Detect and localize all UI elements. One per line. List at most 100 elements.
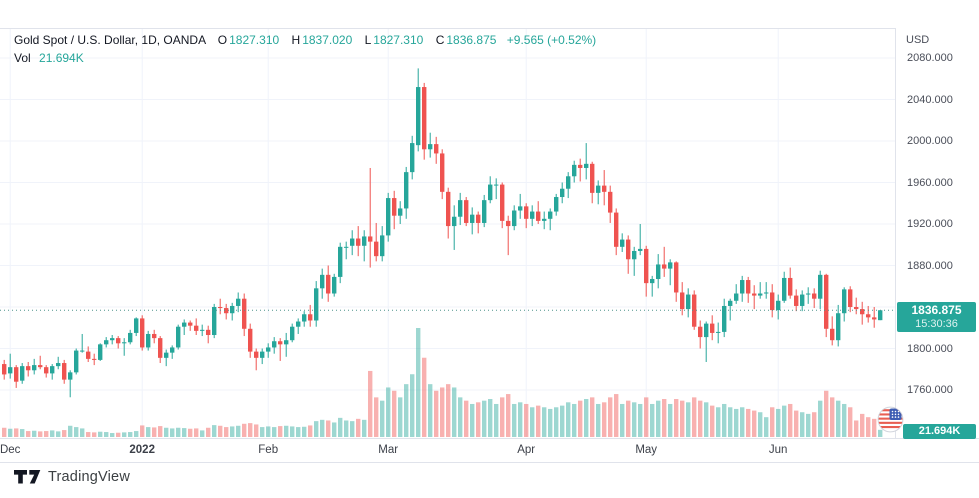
volume-bar bbox=[320, 419, 325, 437]
volume-bar bbox=[620, 403, 625, 437]
candle-body bbox=[2, 364, 7, 375]
volume-bar bbox=[290, 426, 295, 437]
volume-bar bbox=[746, 408, 751, 437]
volume-bar bbox=[212, 425, 217, 437]
volume-bar bbox=[800, 412, 805, 437]
volume-bar bbox=[806, 413, 811, 437]
chart-top-border bbox=[0, 28, 979, 29]
volume-bar bbox=[38, 431, 43, 437]
volume-bar bbox=[368, 370, 373, 437]
volume-bar bbox=[74, 427, 79, 437]
volume-bar bbox=[848, 407, 853, 437]
candle-body bbox=[14, 367, 19, 382]
volume-bar bbox=[590, 397, 595, 437]
volume-bar bbox=[626, 400, 631, 437]
currency-label: USD bbox=[906, 34, 930, 46]
candle-body bbox=[698, 326, 703, 338]
candle-body bbox=[542, 218, 547, 221]
volume-bar bbox=[728, 407, 733, 437]
volume-bar bbox=[494, 403, 499, 437]
price-tick-label: 1800.000 bbox=[907, 342, 953, 355]
candle-body bbox=[866, 314, 871, 318]
candle-body bbox=[566, 176, 571, 189]
volume-bar bbox=[878, 429, 883, 437]
volume-bar bbox=[68, 425, 73, 437]
candle-body bbox=[176, 326, 181, 348]
price-axis[interactable]: 2080.000 2040.000 2000.000 1960.000 1920.000… bbox=[895, 28, 979, 461]
tradingview-branding[interactable]: TradingView bbox=[14, 469, 130, 485]
volume-bar bbox=[416, 328, 421, 437]
volume-bar bbox=[56, 431, 61, 437]
candle-body bbox=[380, 235, 385, 257]
volume-bar bbox=[8, 428, 13, 437]
volume-bar bbox=[128, 432, 133, 437]
candle-body bbox=[752, 293, 757, 296]
candle-body bbox=[770, 292, 775, 311]
volume-bar bbox=[14, 428, 19, 437]
volume-bar bbox=[116, 432, 121, 437]
candle-body bbox=[212, 307, 217, 336]
volume-bar bbox=[698, 400, 703, 437]
volume-bar bbox=[722, 403, 727, 437]
candle-body bbox=[608, 191, 613, 213]
open-value: 1827.310 bbox=[229, 33, 280, 47]
candle-body bbox=[278, 341, 283, 345]
time-axis[interactable]: Dec 2022 Feb Mar Apr May Jun bbox=[0, 438, 979, 463]
volume-bar bbox=[176, 427, 181, 437]
candle-body bbox=[350, 238, 355, 246]
candle-body bbox=[614, 212, 619, 247]
candle-body bbox=[146, 333, 151, 348]
volume-bar bbox=[794, 410, 799, 437]
symbol-title[interactable]: Gold Spot / U.S. Dollar, 1D, OANDA bbox=[14, 33, 206, 47]
candle-body bbox=[134, 318, 139, 333]
volume-bar bbox=[818, 400, 823, 437]
volume-bar bbox=[32, 430, 37, 437]
volume-bar bbox=[356, 418, 361, 437]
volume-bar bbox=[350, 421, 355, 437]
candle-body bbox=[638, 248, 643, 251]
candle-body bbox=[320, 274, 325, 289]
volume-bar bbox=[758, 412, 763, 437]
candle-body bbox=[854, 307, 859, 310]
volume-bar bbox=[710, 405, 715, 437]
candle-body bbox=[86, 351, 91, 359]
volume-bar bbox=[500, 397, 505, 437]
candle-body bbox=[842, 289, 847, 314]
candle-body bbox=[848, 289, 853, 307]
candle-body bbox=[590, 163, 595, 193]
volume-bar bbox=[326, 420, 331, 437]
volume-bar bbox=[428, 384, 433, 437]
volume-bar bbox=[164, 427, 169, 437]
candle-body bbox=[242, 298, 247, 329]
volume-bar bbox=[98, 431, 103, 437]
volume-bar bbox=[776, 408, 781, 437]
volume-bar bbox=[482, 400, 487, 437]
volume-bar bbox=[308, 425, 313, 437]
volume-bar bbox=[542, 407, 547, 437]
volume-badge: 21.694K bbox=[903, 424, 976, 439]
candle-body bbox=[398, 208, 403, 216]
volume-bar bbox=[140, 425, 145, 437]
candle-body bbox=[482, 200, 487, 223]
volume-bar bbox=[830, 397, 835, 437]
candle-body bbox=[74, 350, 79, 373]
volume-bar bbox=[854, 420, 859, 437]
volume-bar bbox=[344, 420, 349, 437]
volume-bar bbox=[866, 417, 871, 437]
candle-body bbox=[632, 250, 637, 260]
candle-body bbox=[620, 239, 625, 247]
volume-bar bbox=[146, 427, 151, 437]
candle-body bbox=[440, 153, 445, 192]
candle-body bbox=[44, 367, 49, 374]
candle-body bbox=[818, 274, 823, 299]
candle-body bbox=[302, 314, 307, 322]
candle-body bbox=[830, 328, 835, 341]
candle-body bbox=[596, 185, 601, 193]
candle-body bbox=[308, 314, 313, 321]
candle-body bbox=[692, 294, 697, 327]
candle-body bbox=[218, 307, 223, 309]
price-tick-label: 1760.000 bbox=[907, 384, 953, 396]
volume-bar bbox=[578, 400, 583, 437]
